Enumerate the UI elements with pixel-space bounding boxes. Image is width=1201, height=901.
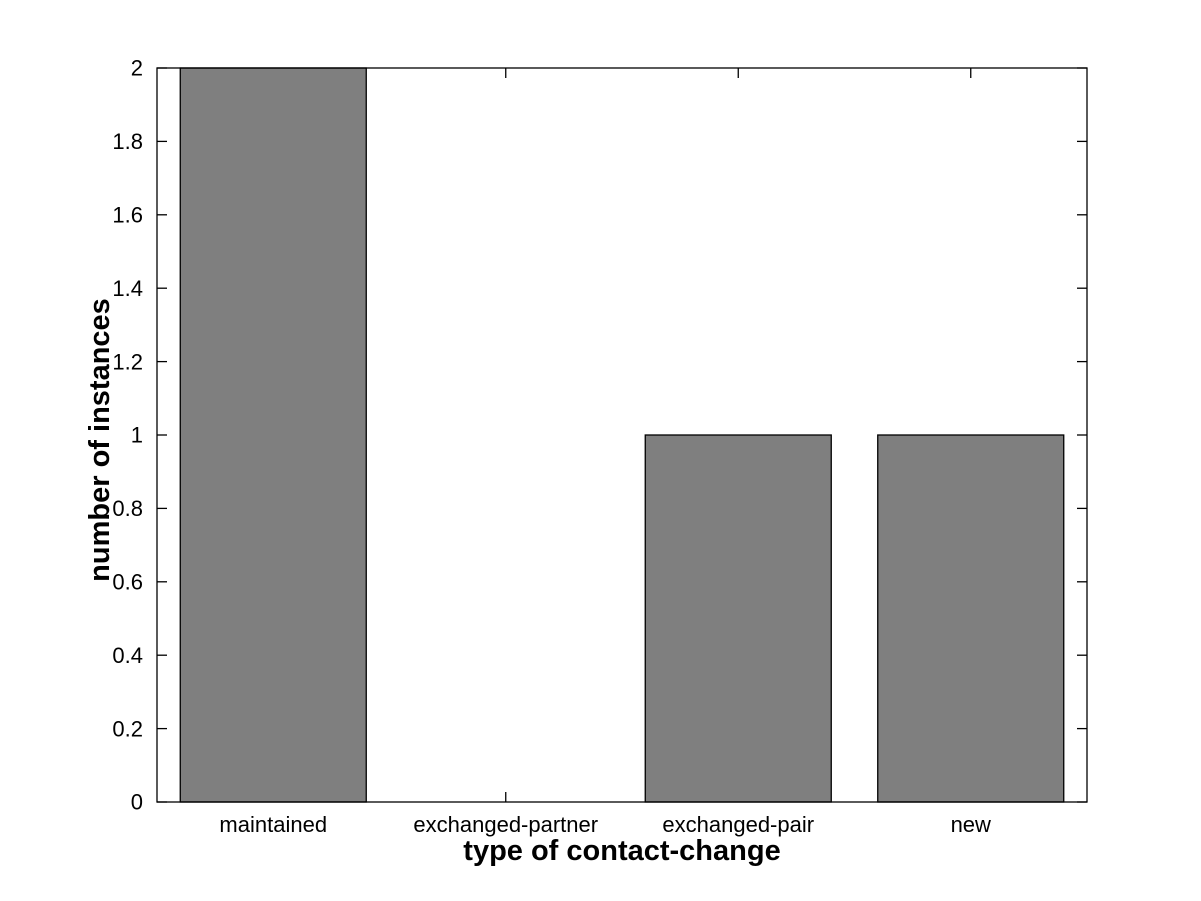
axes-frame xyxy=(156,67,1088,803)
y-tick-label: 0.8 xyxy=(112,496,143,521)
x-axis-label: type of contact-change xyxy=(463,835,780,867)
x-tick-label: new xyxy=(951,812,991,837)
bar-new xyxy=(877,434,1065,803)
tick-labels: 0 0.2 0.4 0.6 0.8 1 1.2 1.4 1.6 1.8 2 maintained exc… xyxy=(112,56,991,837)
bars xyxy=(179,67,1065,803)
x-tick-label: exchanged-pair xyxy=(662,812,814,837)
y-tick-label: 2 xyxy=(131,56,143,81)
y-tick-label: 1.2 xyxy=(112,349,143,374)
x-tick-label: maintained xyxy=(219,812,327,837)
y-tick-label: 0.2 xyxy=(112,716,143,741)
y-tick-label: 0.6 xyxy=(112,570,143,595)
y-tick-label: 0 xyxy=(131,790,143,815)
y-axis-label: number of instances xyxy=(84,298,116,582)
bar-exchanged-pair xyxy=(644,434,832,803)
x-tick-label: exchanged-partner xyxy=(413,812,598,837)
y-tick-label: 1.4 xyxy=(112,276,143,301)
axes-box xyxy=(156,67,1088,803)
y-tick-label: 1.8 xyxy=(112,129,143,154)
y-tick-label: 0.4 xyxy=(112,643,143,668)
y-tick-label: 1.6 xyxy=(112,203,143,228)
bar-maintained xyxy=(179,67,367,803)
y-tick-label: 1 xyxy=(131,423,143,448)
